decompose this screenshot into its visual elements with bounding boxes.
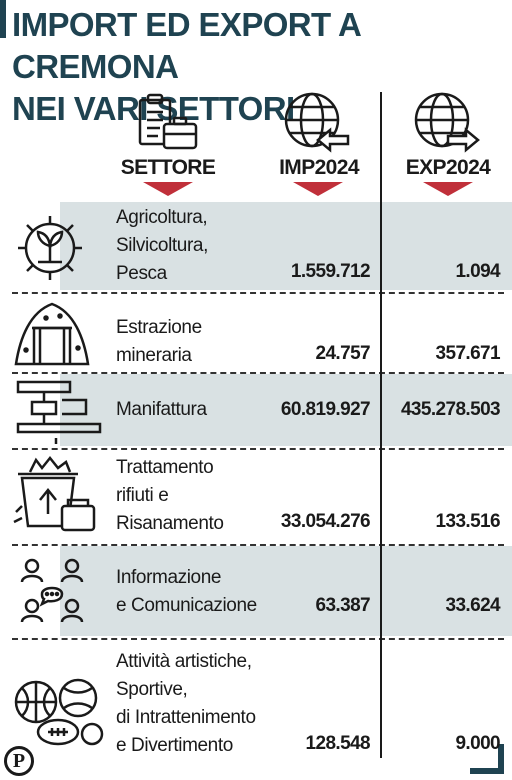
row-exp-value: 133.516	[435, 511, 501, 532]
row-label: Estrazione mineraria	[116, 317, 202, 366]
column-separator	[380, 92, 382, 758]
row-divider	[12, 292, 504, 294]
row-shade	[60, 374, 512, 446]
row-label: Informazione e Comunicazione	[116, 567, 257, 616]
column-header-exp: EXP2024	[405, 156, 491, 179]
row-label: Agricoltura, Silvicoltura, Pesca	[116, 207, 208, 284]
communication-people-icon	[20, 558, 84, 623]
row-imp-value: 128.548	[305, 733, 371, 754]
row-divider	[12, 448, 504, 450]
row-label: Manifattura	[116, 399, 207, 420]
sports-balls-icon	[14, 678, 104, 746]
row-exp-value: 357.671	[435, 343, 501, 364]
row-exp-value: 1.094	[455, 261, 500, 282]
row-shade	[60, 546, 512, 636]
clipboard-briefcase-icon	[138, 93, 198, 150]
row-divider	[12, 372, 504, 374]
row-label: Attività artistiche, Sportive, di Intrat…	[116, 651, 256, 756]
row-exp-value: 33.624	[445, 595, 500, 616]
row-exp-value: 435.278.503	[400, 399, 501, 420]
chart-title: IMPORT ED EXPORT A CREMONA NEI VARI SETT…	[12, 6, 361, 127]
row-exp-value: 9.000	[455, 733, 500, 754]
mine-icon	[14, 302, 90, 366]
table-row: Informazione e Comunicazione 63.387 33.6…	[0, 546, 512, 636]
waste-recycling-icon	[13, 456, 96, 532]
column-header-imp: IMP2024	[279, 156, 359, 179]
table-row: Agricoltura, Silvicoltura, Pesca 1.559.7…	[0, 202, 512, 290]
table-row: Estrazione mineraria 24.757 357.671	[0, 294, 512, 370]
table-row: Trattamento rifiuti e Risanamento 33.054…	[0, 450, 512, 542]
row-shade	[60, 202, 512, 290]
row-imp-value: 24.757	[315, 343, 370, 364]
manufacturing-press-icon	[16, 380, 102, 444]
publisher-logo: P	[4, 746, 34, 776]
globe-arrow-out-icon	[414, 92, 480, 153]
row-divider	[12, 638, 504, 640]
agriculture-gear-icon	[18, 216, 82, 280]
row-imp-value: 60.819.927	[280, 399, 371, 420]
row-imp-value: 33.054.276	[280, 511, 371, 532]
header-marker-settore	[143, 182, 193, 196]
row-divider	[12, 544, 504, 546]
header-marker-exp	[423, 182, 473, 196]
row-label: Trattamento rifiuti e Risanamento	[116, 457, 224, 534]
column-header-settore: SETTORE	[120, 156, 216, 179]
table-row: Attività artistiche, Sportive, di Intrat…	[0, 640, 512, 764]
row-imp-value: 63.387	[315, 595, 370, 616]
corner-accent-bottom-horizontal	[470, 768, 504, 774]
globe-arrow-in-icon	[284, 92, 350, 153]
table-row: Manifattura 60.819.927 435.278.503	[0, 374, 512, 446]
corner-accent-top	[0, 0, 6, 38]
row-imp-value: 1.559.712	[290, 261, 371, 282]
corner-accent-bottom-vertical	[498, 744, 504, 774]
header-marker-imp	[293, 182, 343, 196]
